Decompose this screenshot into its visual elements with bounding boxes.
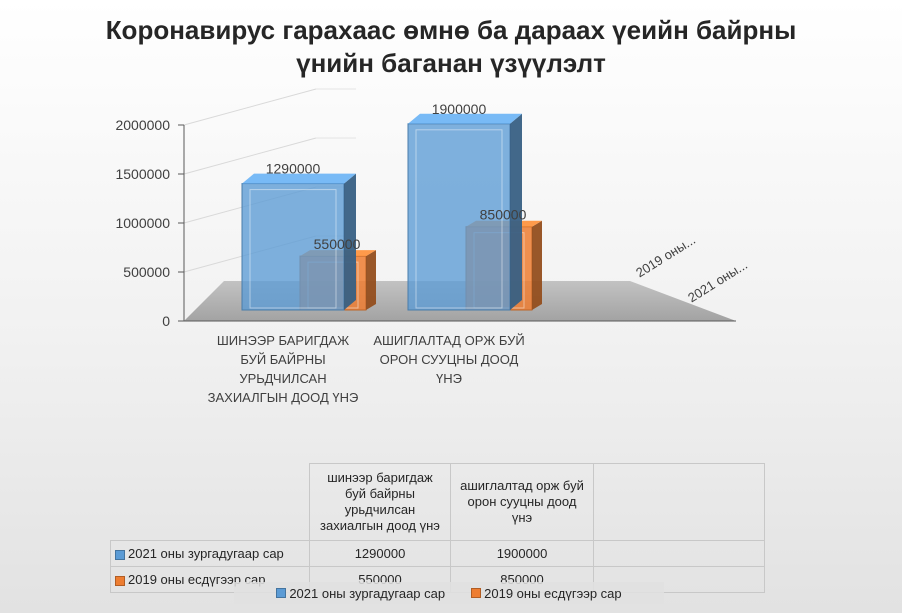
depth-tick-label: 2019 оны...: [633, 232, 698, 280]
y-tick-label: 1000000: [115, 215, 170, 231]
x-tick-label: БУЙ БАЙРНЫ: [240, 352, 325, 367]
x-tick-label: ОРОН СУУЦНЫ ДООД: [380, 352, 519, 367]
data-table-cell-1-1: 1290000: [309, 540, 451, 567]
legend-item-series-1: 2021 оны зургадугаар сар: [276, 586, 445, 601]
data-table: шинээр баригдаж буй байрны урьдчилсан за…: [110, 463, 765, 593]
depth-tick-label: 2021 оны...: [685, 257, 750, 305]
data-label: 1290000: [266, 161, 321, 177]
gridline: [183, 88, 317, 126]
chart-legend: 2021 оны зургадугаар сар 2019 оны есдүгэ…: [234, 582, 664, 604]
bar-side: [532, 220, 542, 310]
gridline: [183, 137, 317, 175]
bar: [241, 183, 345, 311]
chart-title-line-1: Коронавирус гарахаас өмнө ба дараах үеий…: [105, 15, 797, 45]
legend-swatch-2-icon: [471, 588, 482, 598]
y-tick-label: 500000: [123, 264, 170, 280]
data-table-cell-1-2: 1900000: [450, 540, 594, 567]
legend-label-1: 2021 оны зургадугаар сар: [289, 585, 446, 601]
data-label: 850000: [480, 207, 527, 223]
bar-side: [510, 113, 522, 310]
header-1-line-2: буй байрны: [345, 486, 415, 501]
data-table-row-label-2: 2019 оны есдүгээр сар: [110, 566, 310, 593]
chart-title-line-2: үнийн баганан үзүүлэлт: [296, 48, 606, 78]
header-2-line-1: ашиглалтад орж буй: [460, 478, 584, 493]
data-table-header-empty: [593, 463, 765, 541]
y-tick-label: 0: [162, 313, 170, 329]
x-tick-label: ЗАХИАЛГЫН ДООД ҮНЭ: [208, 390, 359, 405]
data-table-row-label-1: 2021 оны зургадугаар сар: [110, 540, 310, 567]
bar-side: [366, 250, 376, 310]
legend-swatch-1-icon: [276, 588, 287, 598]
chart-title: Коронавирус гарахаас өмнө ба дараах үеий…: [0, 14, 902, 80]
header-2-line-2: орон сууцны доод: [467, 494, 577, 509]
header-1-line-1: шинээр баригдаж: [327, 470, 433, 485]
data-label: 550000: [314, 236, 361, 252]
bar-top: [242, 173, 356, 184]
bar-inner-edge: [249, 189, 337, 309]
series-1-swatch-icon: [115, 549, 125, 560]
series-2-swatch-icon: [115, 575, 125, 586]
data-table-header-row: шинээр баригдаж буй байрны урьдчилсан за…: [110, 463, 765, 541]
bar-inner-edge: [415, 129, 503, 309]
series-2-name: 2019 оны есдүгээр сар: [128, 572, 266, 587]
legend-label-2: 2019 оны есдүгээр сар: [484, 585, 622, 601]
legend-item-series-2: 2019 оны есдүгээр сар: [471, 586, 622, 601]
series-1-name: 2021 оны зургадугаар сар: [128, 546, 284, 561]
header-1-line-4: захиалгын доод үнэ: [320, 518, 440, 533]
data-label: 1900000: [432, 101, 487, 117]
data-table-header-2: ашиглалтад орж буй орон сууцны доод үнэ: [450, 463, 594, 541]
header-1-line-3: урьдчилсан: [344, 502, 416, 517]
header-2-line-3: үнэ: [511, 510, 533, 525]
x-tick-label: ШИНЭЭР БАРИГДАЖ: [217, 333, 349, 348]
x-tick-label: ҮНЭ: [436, 371, 462, 386]
data-table-cell-1-3: [593, 540, 765, 567]
data-table-header-1: шинээр баригдаж буй байрны урьдчилсан за…: [309, 463, 451, 541]
bar: [407, 123, 511, 311]
bar-top: [408, 113, 522, 124]
y-tick-label: 1500000: [115, 166, 170, 182]
bar-side: [344, 173, 356, 310]
x-tick-label: АШИГЛАЛТАД ОРЖ БУЙ: [373, 333, 524, 348]
table-row: 2021 оны зургадугаар сар 1290000 1900000: [110, 540, 765, 567]
data-table-corner: [110, 463, 310, 541]
x-tick-label: УРЬДЧИЛСАН: [239, 371, 326, 386]
y-tick-label: 2000000: [115, 117, 170, 133]
